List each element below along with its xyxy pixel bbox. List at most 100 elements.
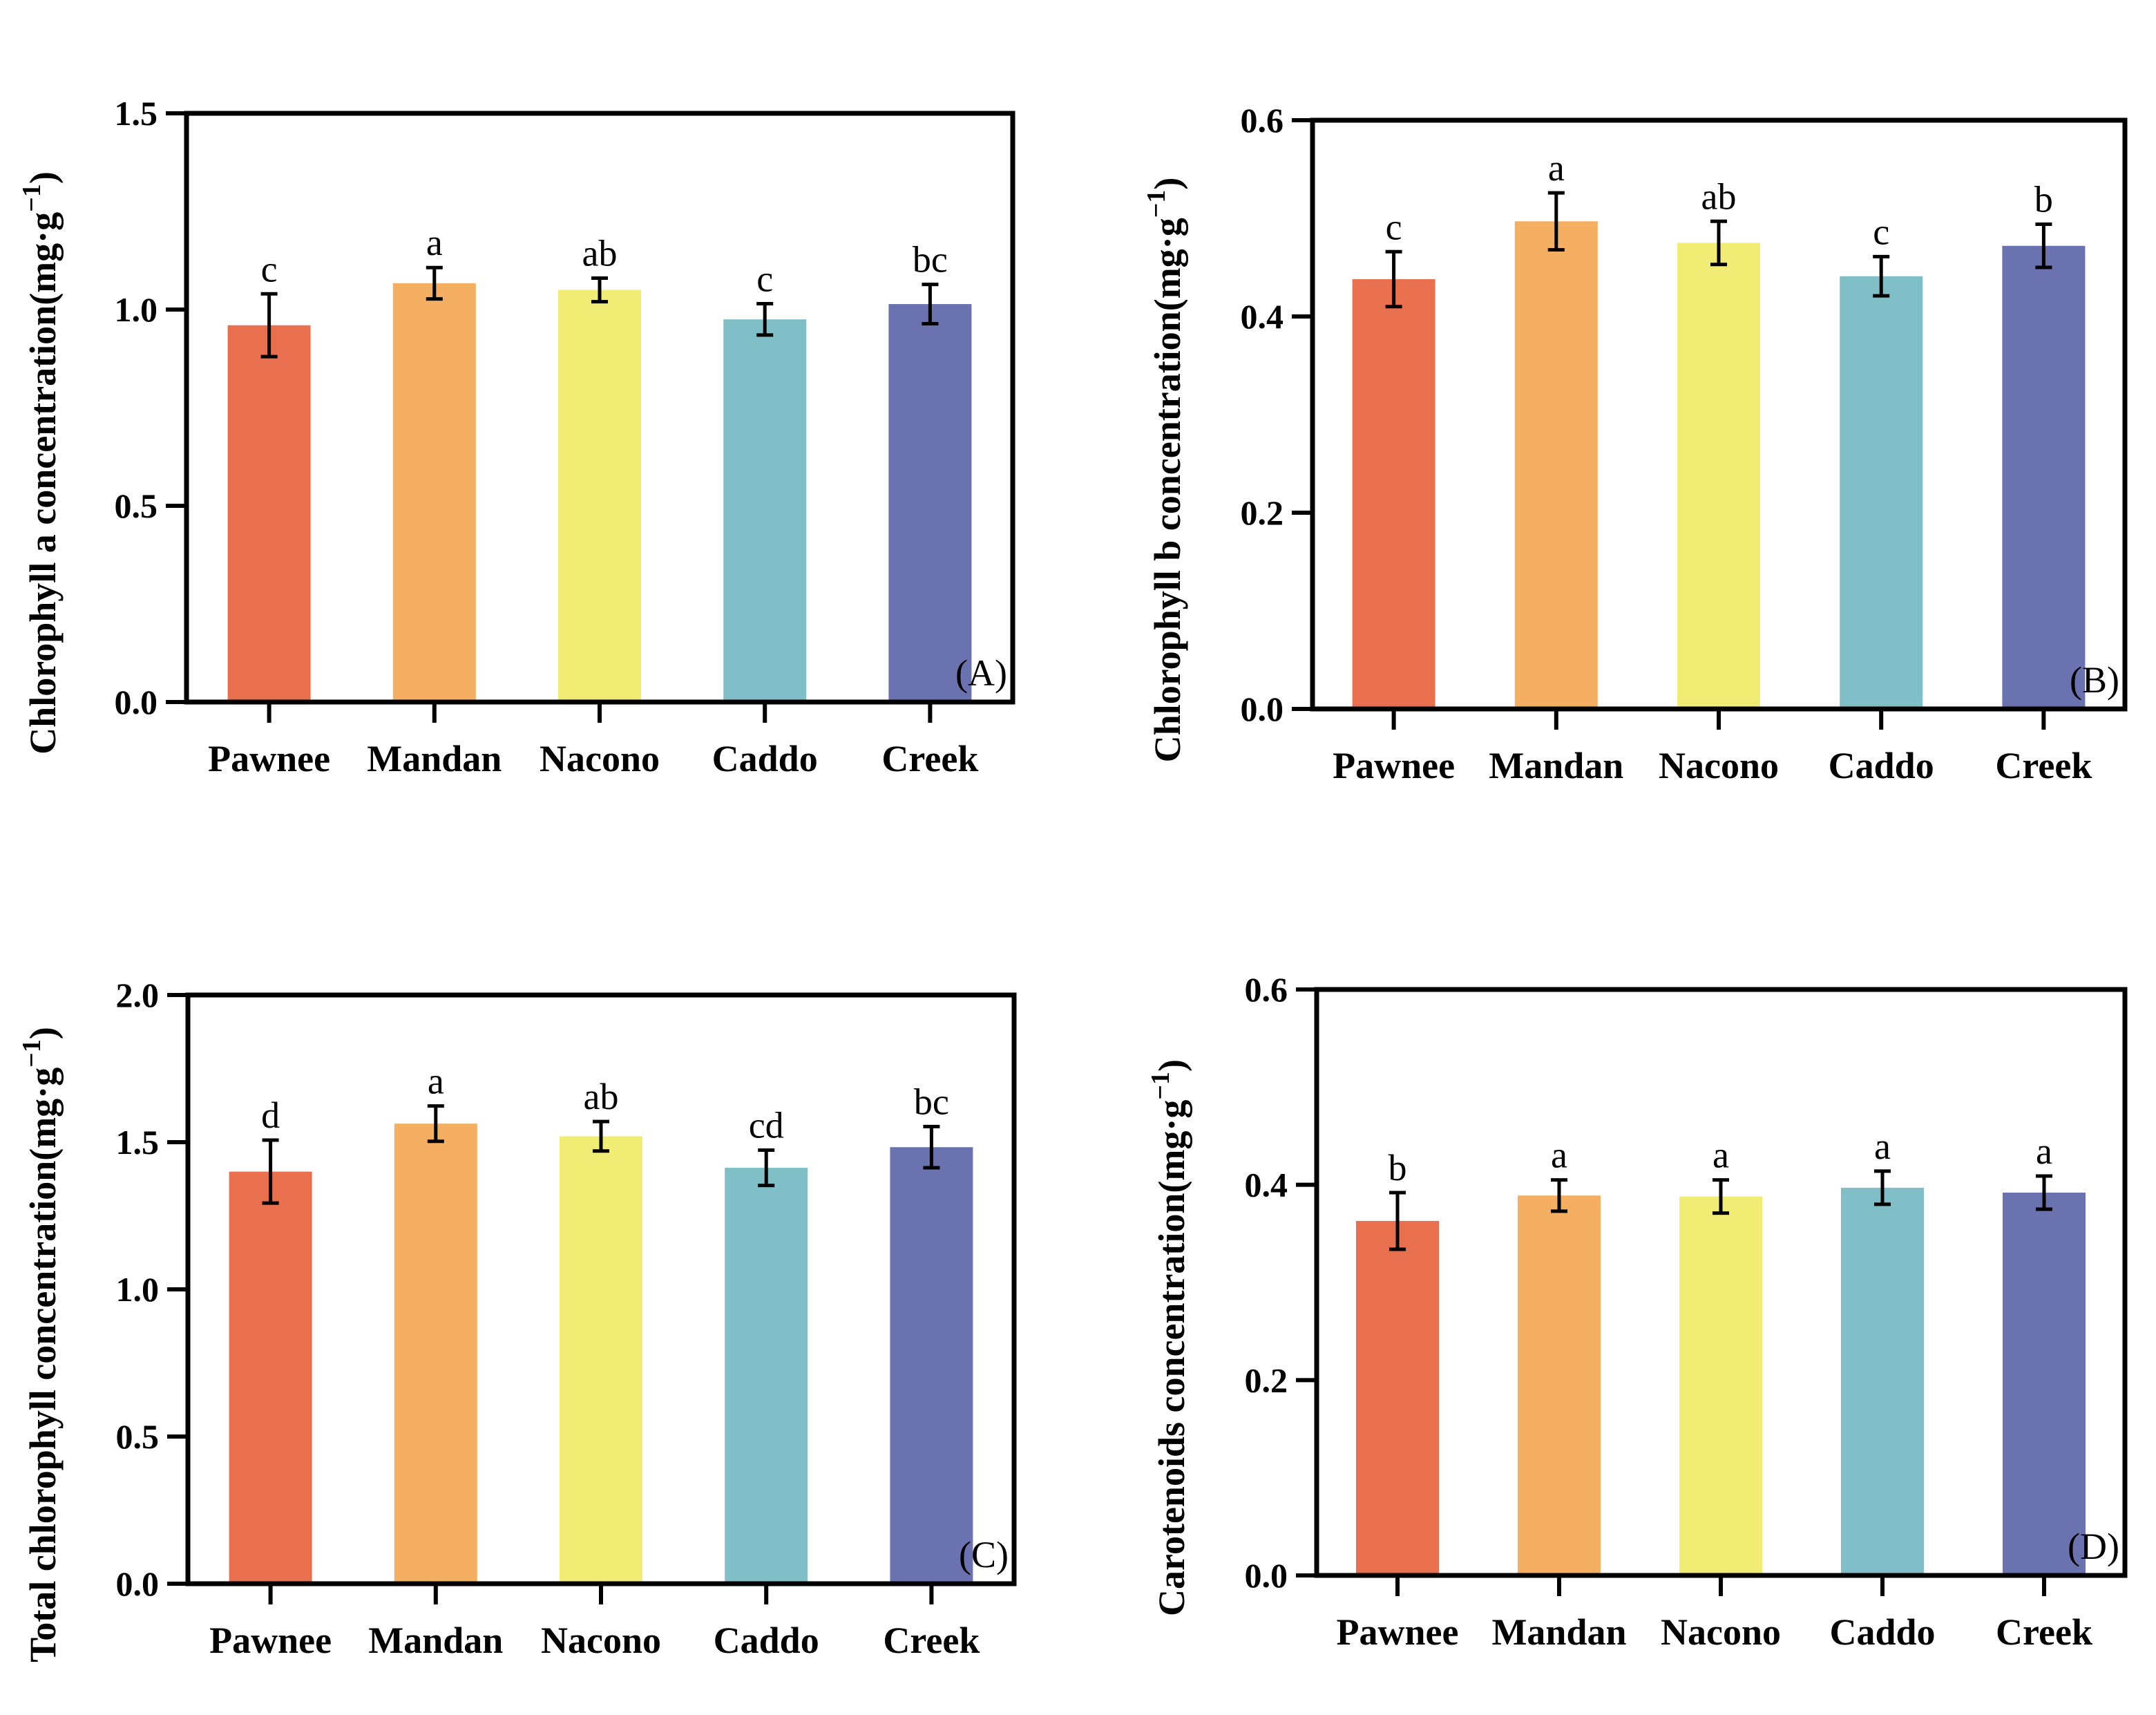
y-axis-label-text: Chlorophyll a concentration(mg·g [22,212,64,755]
error-bar [427,1104,444,1144]
significance-letter: a [2036,1130,2052,1172]
bar-caddo [723,319,807,702]
x-tick-label: Pawnee [1337,1611,1459,1653]
chart-panel-a: c Pawnee a Mandan ab Nacono c Caddo bc Creek 0.0 0.… [17,94,1015,779]
error-bar [756,301,774,337]
x-tick-label: Nacono [1661,1611,1781,1653]
y-axis-label: Chlorophyll a concentration(mg·g−1) [17,171,64,755]
bar-nacono [1677,243,1760,709]
y-tick-label: 0.0 [1241,690,1284,728]
bar-pawnee [1352,279,1435,709]
x-tick-label: Creek [881,738,978,779]
x-tick-label: Nacono [540,738,660,779]
y-tick-label: 1.5 [115,94,158,133]
x-tick-label: Caddo [1829,745,1934,786]
error-bar [2036,1174,2052,1211]
significance-letter: ab [1701,176,1737,217]
y-axis-label-text: Total chlorophyll concentration(mg·g [22,1068,64,1662]
chart-panel-b: c Pawnee a Mandan ab Nacono c Caddo b Creek 0.0 0.2… [1142,101,2128,786]
y-tick-label: 0.0 [115,683,158,721]
x-tick-label: Mandan [1489,745,1623,786]
y-axis-label-end: ) [22,171,64,184]
x-tick-label: Creek [883,1620,980,1661]
significance-letter: cd [749,1105,784,1146]
error-bar [1547,191,1565,252]
plot-frame [184,111,1015,705]
y-axis-label: Total chlorophyll concentration(mg·g−1) [17,1027,64,1662]
significance-letter: c [756,258,773,299]
y-axis-label-superscript: −1 [17,184,46,212]
y-tick-label: 0.6 [1245,970,1288,1009]
x-tick-label: Pawnee [209,1620,332,1661]
bar-mandan [392,283,476,703]
significance-letter: d [261,1095,280,1136]
y-tick-label: 1.0 [116,1270,160,1309]
y-tick-label: 0.0 [1245,1556,1288,1595]
x-tick-label: Pawnee [208,738,330,779]
y-axis-label-superscript: −1 [1146,1072,1175,1100]
significance-letter: bc [914,1081,949,1122]
x-tick-label: Nacono [541,1620,661,1661]
y-tick-label: 1.0 [115,290,158,329]
y-tick-label: 0.5 [115,486,158,525]
y-tick-label: 0.4 [1245,1166,1288,1204]
significance-letter: c [1386,206,1402,247]
bar-mandan [1514,221,1598,709]
y-tick-label: 0.2 [1245,1361,1288,1399]
significance-letter: c [261,248,278,290]
error-bar [1551,1178,1567,1213]
bar-creek [2002,245,2086,709]
error-bar [591,276,608,304]
chart-panel-c: d Pawnee a Mandan ab Nacono cd Caddo bc Creek 0.0 0… [17,976,1017,1662]
y-axis-label-end: ) [22,1027,64,1039]
x-tick-label: Creek [1995,745,2092,786]
y-tick-label: 0.5 [116,1417,160,1456]
bar-creek [888,304,972,703]
x-tick-label: Mandan [367,738,502,779]
error-bar [1710,219,1727,267]
error-bar [262,1138,279,1205]
significance-letter: a [426,222,443,263]
significance-letter: b [2034,179,2053,220]
error-bar [593,1119,609,1153]
y-axis-label-superscript: −1 [1142,190,1171,218]
panel-label: (C) [959,1534,1009,1575]
y-tick-label: 0.0 [116,1564,160,1603]
error-bar [1713,1178,1729,1215]
error-bar [2035,222,2052,269]
y-tick-label: 2.0 [116,976,160,1014]
y-axis-label: Chlorophyll b concentration(mg·g−1) [1142,178,1188,763]
significance-letter: c [1873,211,1889,252]
error-bar [758,1148,775,1188]
bar-caddo [1840,276,1923,709]
bar-caddo [725,1168,808,1584]
y-axis-label-superscript: −1 [17,1039,46,1068]
bar-mandan [1518,1195,1601,1575]
panel-label: (A) [955,652,1007,694]
bar-nacono [558,290,641,703]
significance-letter: a [1713,1135,1729,1176]
y-axis-label-end: ) [1151,1059,1192,1072]
significance-letter: a [428,1061,444,1102]
x-tick-label: Caddo [714,1620,819,1661]
bar-mandan [394,1124,477,1584]
significance-letter: b [1389,1147,1407,1188]
y-tick-label: 0.4 [1241,297,1284,336]
panel-label: (B) [2070,659,2119,701]
chart-panel-d: b Pawnee a Mandan a Nacono a Caddo a Creek 0.0 0.2 0… [1146,970,2128,1653]
x-tick-label: Creek [1996,1611,2092,1653]
x-tick-label: Mandan [368,1620,503,1661]
bar-pawnee [229,1171,312,1584]
error-bar [426,265,443,301]
x-tick-label: Nacono [1659,745,1779,786]
error-bar [1874,1169,1891,1206]
y-axis-label: Carotenoids concentration(mg·g−1) [1146,1059,1192,1616]
significance-letter: a [1548,147,1565,189]
y-tick-label: 0.2 [1241,493,1284,532]
plot-frame [1314,987,2128,1578]
significance-letter: ab [582,233,618,274]
bar-pawnee [1356,1220,1439,1575]
error-bar [922,283,939,325]
x-tick-label: Caddo [712,738,818,779]
plot-frame [1310,117,2128,712]
